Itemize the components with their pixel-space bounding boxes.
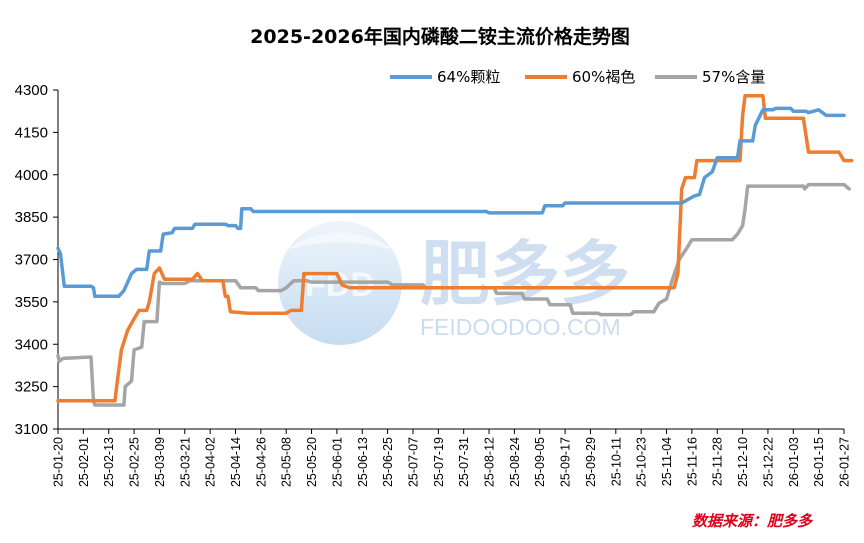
x-tick-label: 25-06-13 — [356, 437, 370, 487]
x-tick-label: 25-10-23 — [635, 437, 649, 487]
series-line-1 — [56, 93, 854, 403]
y-tick-label: 4000 — [15, 167, 48, 184]
x-tick-label: 25-11-16 — [685, 437, 699, 486]
y-tick-label: 3250 — [15, 379, 48, 396]
x-tick-label: 25-09-05 — [533, 437, 547, 487]
legend-label-1: 60%褐色 — [572, 68, 635, 86]
x-tick-label: 25-08-12 — [483, 437, 497, 487]
x-tick-label: 25-04-14 — [229, 437, 243, 487]
x-tick-label: 25-04-02 — [204, 437, 218, 487]
y-tick-label: 4300 — [15, 82, 48, 99]
x-tick-label: 25-03-21 — [178, 437, 192, 487]
watermark-brand-cn: 肥多多 — [420, 233, 630, 315]
series-line-0 — [56, 106, 846, 298]
x-tick-label: 25-05-08 — [280, 437, 294, 487]
x-tick-label: 26-01-03 — [787, 437, 801, 487]
data-source-note: 数据来源：肥多多 — [692, 512, 813, 530]
legend-label-2: 57%含量 — [702, 68, 765, 86]
x-tick-label: 25-04-26 — [254, 437, 268, 487]
x-tick-label: 25-07-07 — [406, 437, 420, 487]
x-tick-label: 25-06-01 — [330, 437, 344, 487]
y-tick-label: 3100 — [15, 421, 48, 438]
legend-label-0: 64%颗粒 — [437, 68, 500, 86]
x-tick-label: 25-10-11 — [609, 437, 623, 486]
x-tick-label: 25-09-29 — [584, 437, 598, 487]
y-tick-label: 4150 — [15, 124, 48, 141]
watermark-brand-en: FEIDOODOO.COM — [420, 314, 621, 340]
x-tick-label: 26-01-27 — [838, 437, 852, 487]
chart-title: 2025-2026年国内磷酸二铵主流价格走势图 — [250, 25, 630, 48]
axes: 3100 3250 3400 3550 3700 3850 4000 4150 4300 25-0… — [15, 82, 852, 487]
x-tick-label: 25-02-25 — [128, 437, 142, 487]
x-tick-label: 25-02-13 — [102, 437, 116, 487]
y-tick-label: 3400 — [15, 336, 48, 353]
x-tick-label: 26-01-15 — [812, 437, 826, 487]
x-tick-label: 25-02-01 — [77, 437, 91, 487]
x-tick-label: 25-07-19 — [432, 437, 446, 487]
series-group — [56, 93, 854, 407]
y-tick-label: 3850 — [15, 209, 48, 226]
x-tick-label: 25-06-25 — [381, 437, 395, 487]
watermark: FDD 肥多多 FEIDOODOO.COM — [278, 221, 630, 345]
legend: 64%颗粒 60%褐色 57%含量 — [390, 68, 765, 86]
x-tick-label: 25-05-20 — [305, 437, 319, 487]
x-tick-label: 25-07-31 — [457, 437, 471, 487]
x-tick-label: 25-12-22 — [761, 437, 775, 487]
x-tick-label: 25-08-24 — [508, 437, 522, 487]
watermark-logo-text: FDD — [305, 266, 375, 304]
x-tick-label: 25-12-10 — [736, 437, 750, 487]
x-tick-label: 25-11-04 — [660, 437, 674, 486]
x-tick-label: 25-11-28 — [711, 437, 725, 486]
x-tick-label: 25-01-20 — [52, 437, 66, 487]
y-tick-label: 3550 — [15, 294, 48, 311]
x-tick-label: 25-09-17 — [559, 437, 573, 487]
x-tick-label: 25-03-09 — [153, 437, 167, 487]
y-tick-label: 3700 — [15, 252, 48, 269]
